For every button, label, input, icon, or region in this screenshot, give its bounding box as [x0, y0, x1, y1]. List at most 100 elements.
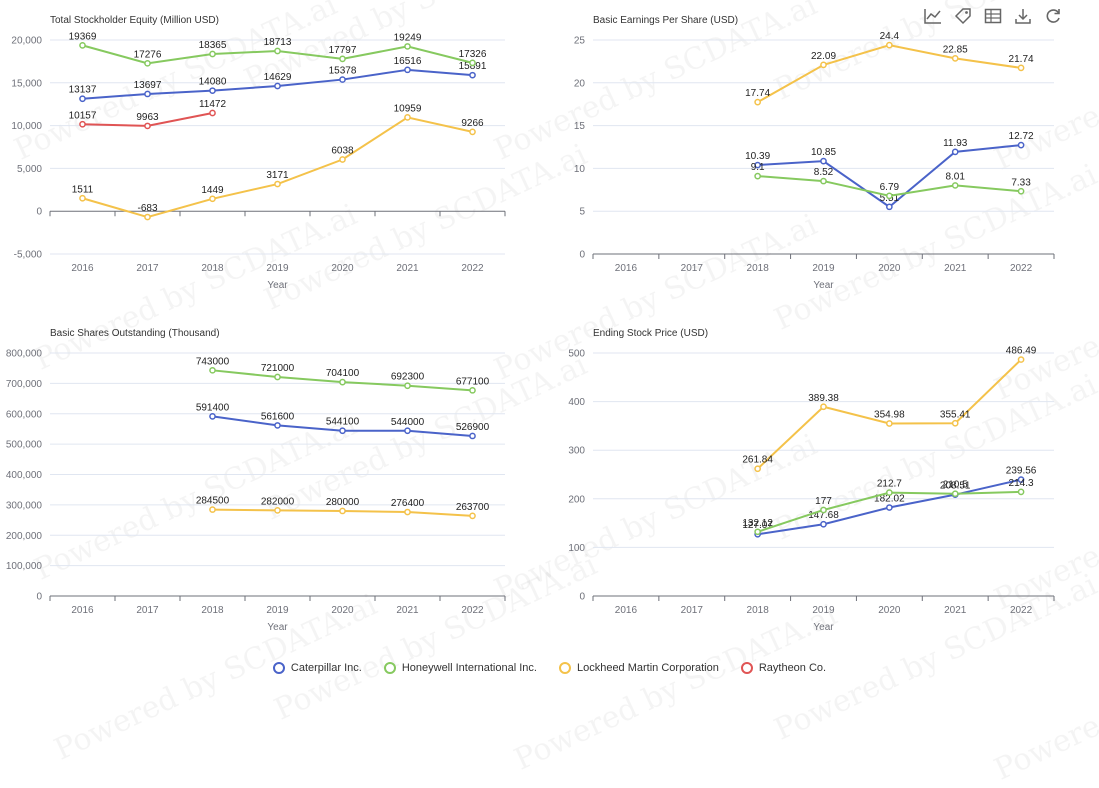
- data-point[interactable]: [820, 177, 827, 185]
- data-point[interactable]: [754, 98, 761, 106]
- data-point[interactable]: [820, 520, 827, 528]
- data-point[interactable]: [886, 420, 893, 427]
- data-point[interactable]: [209, 50, 216, 58]
- data-point[interactable]: [469, 71, 476, 79]
- refresh-icon[interactable]: [1043, 6, 1063, 26]
- data-point[interactable]: [274, 422, 281, 429]
- data-label: 10959: [394, 103, 422, 114]
- data-point[interactable]: [404, 66, 411, 74]
- data-label: 10.39: [745, 151, 770, 162]
- y-tick-label: 5: [579, 207, 585, 218]
- series-honeywell-international-inc: 19369 17276 18365 18713 17797 19249 17326: [69, 31, 487, 67]
- data-table-icon[interactable]: [983, 6, 1003, 26]
- data-point[interactable]: [404, 508, 411, 516]
- data-point[interactable]: [754, 172, 761, 180]
- data-point[interactable]: [1017, 356, 1025, 363]
- data-point[interactable]: [820, 61, 827, 69]
- data-point[interactable]: [469, 432, 476, 440]
- series-caterpillar-inc: 127.07 147.68 182.02 208.51 239.56: [742, 466, 1037, 538]
- legend-item[interactable]: Honeywell International Inc.: [383, 662, 537, 674]
- data-point[interactable]: [144, 122, 151, 130]
- data-point[interactable]: [404, 427, 411, 435]
- download-icon[interactable]: [1013, 6, 1033, 26]
- data-label: 18713: [264, 37, 292, 48]
- legend-label: Lockheed Martin Corporation: [576, 662, 719, 674]
- data-point[interactable]: [1017, 187, 1025, 195]
- legend-item[interactable]: Lockheed Martin Corporation: [558, 662, 719, 674]
- data-point[interactable]: [1017, 488, 1025, 496]
- data-point[interactable]: [79, 95, 86, 103]
- data-point[interactable]: [404, 43, 411, 50]
- data-point[interactable]: [209, 506, 216, 513]
- data-point[interactable]: [951, 55, 959, 62]
- y-tick-label: 800,000: [6, 349, 43, 360]
- data-point[interactable]: [144, 59, 151, 67]
- data-point[interactable]: [951, 419, 959, 427]
- data-point[interactable]: [209, 87, 216, 95]
- data-point[interactable]: [339, 378, 346, 386]
- data-label: 17.74: [745, 88, 770, 99]
- data-point[interactable]: [469, 512, 476, 520]
- data-point[interactable]: [144, 90, 151, 98]
- data-point[interactable]: [339, 76, 346, 83]
- data-point[interactable]: [1017, 476, 1025, 483]
- data-label: 692300: [391, 372, 425, 383]
- series-raytheon-co: 10157 9963 11472: [69, 99, 226, 130]
- line-chart-icon[interactable]: [923, 6, 943, 26]
- data-label: 16516: [394, 56, 422, 67]
- data-point[interactable]: [79, 42, 86, 49]
- data-point[interactable]: [820, 157, 827, 165]
- data-point[interactable]: [209, 109, 216, 117]
- x-tick-label: 2018: [201, 605, 224, 616]
- data-label: 208.51: [940, 481, 971, 492]
- data-point[interactable]: [79, 194, 86, 202]
- data-label: 19369: [69, 31, 97, 42]
- data-point[interactable]: [1017, 141, 1025, 149]
- data-point[interactable]: [886, 489, 893, 496]
- data-point[interactable]: [339, 55, 346, 63]
- data-point[interactable]: [79, 120, 86, 128]
- data-point[interactable]: [951, 182, 959, 189]
- data-point[interactable]: [274, 47, 281, 55]
- x-tick-label: 2019: [266, 263, 289, 274]
- legend-marker-icon: [383, 662, 396, 674]
- data-point[interactable]: [209, 366, 216, 374]
- data-label: 22.85: [943, 44, 968, 55]
- data-point[interactable]: [144, 213, 151, 221]
- data-point[interactable]: [404, 114, 411, 121]
- legend-item[interactable]: Raytheon Co.: [740, 662, 826, 674]
- data-point[interactable]: [754, 465, 761, 473]
- data-point[interactable]: [469, 386, 476, 394]
- chart-panel-3: Basic Shares Outstanding (Thousand) 0 100,…: [6, 328, 506, 633]
- data-point[interactable]: [404, 382, 411, 390]
- data-label: 6.79: [880, 182, 900, 193]
- data-point[interactable]: [820, 403, 827, 411]
- data-point[interactable]: [754, 161, 761, 169]
- x-tick-label: 2016: [615, 605, 638, 616]
- data-point[interactable]: [209, 413, 216, 420]
- tag-icon[interactable]: [953, 6, 973, 26]
- data-point[interactable]: [951, 148, 959, 156]
- data-point[interactable]: [1017, 64, 1025, 72]
- data-point[interactable]: [951, 490, 959, 498]
- data-label: 19249: [394, 32, 422, 43]
- data-point[interactable]: [274, 506, 281, 514]
- data-point[interactable]: [339, 156, 346, 163]
- data-point[interactable]: [469, 59, 476, 67]
- data-point[interactable]: [274, 373, 281, 381]
- data-point[interactable]: [886, 504, 893, 511]
- data-point[interactable]: [886, 203, 893, 211]
- data-label: 1511: [72, 184, 94, 195]
- data-point[interactable]: [274, 180, 281, 188]
- data-point[interactable]: [820, 506, 827, 514]
- data-point[interactable]: [209, 195, 216, 203]
- data-point[interactable]: [274, 82, 281, 90]
- data-point[interactable]: [339, 427, 346, 435]
- data-point[interactable]: [886, 41, 893, 49]
- data-label: 22.09: [811, 51, 836, 62]
- data-point[interactable]: [886, 192, 893, 200]
- data-point[interactable]: [339, 507, 346, 515]
- legend-item[interactable]: Caterpillar Inc.: [272, 662, 362, 674]
- data-point[interactable]: [754, 528, 761, 536]
- data-point[interactable]: [469, 128, 476, 136]
